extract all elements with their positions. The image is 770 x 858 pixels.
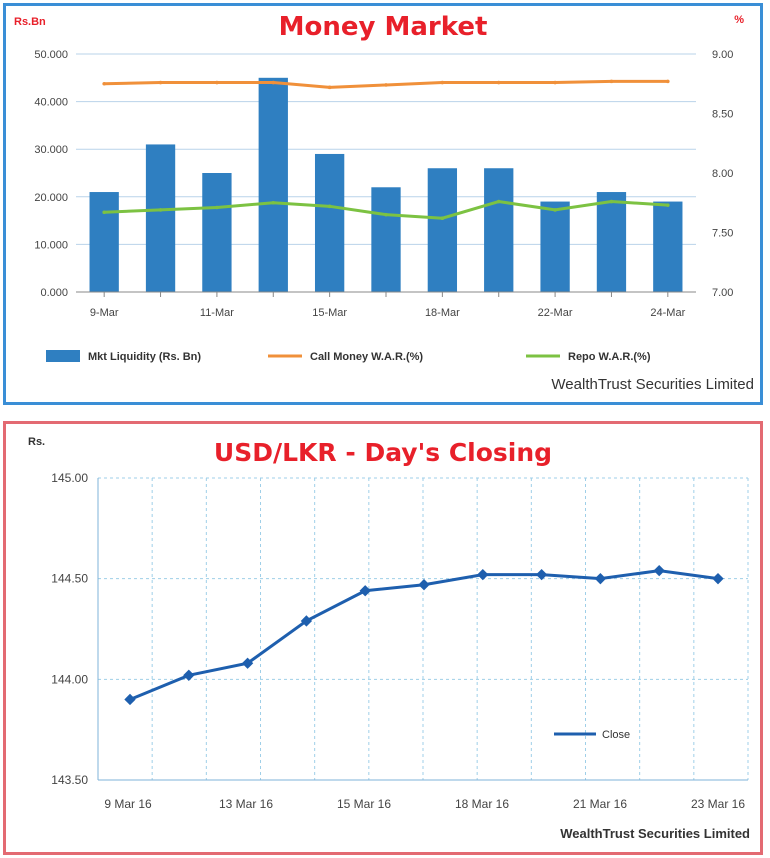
close-point [418,579,430,591]
repo-point [440,216,445,221]
left-tick-label: 10.000 [34,239,68,251]
repo-point [553,208,557,212]
close-point [124,693,136,706]
right-tick-label: 7.00 [712,287,733,299]
x-tick-label: 22-Mar [538,307,573,319]
x-tick-label: 11-Mar [200,307,234,319]
money-market-title: Money Market [278,12,488,42]
call-money-point [384,83,388,87]
x-tick-label: 24-Mar [650,307,685,319]
legend-label: Mkt Liquidity (Rs. Bn) [88,351,201,363]
right-tick-label: 7.50 [712,228,733,240]
repo-point [158,208,163,212]
x-tick-label: 9 Mar 16 [104,797,152,811]
call-money-point [496,80,501,85]
money-market-panel: Money Market Rs.Bn % 0.000 10.000 20.000 30… [3,3,763,405]
left-axis-unit: Rs.Bn [14,16,46,28]
liquidity-bar [371,187,401,292]
close-point [183,669,195,681]
call-money-point [271,80,276,85]
usd-lkr-credit: WealthTrust Securities Limited [560,826,750,841]
money-market-credit: WealthTrust Securities Limited [551,376,754,393]
close-point [359,585,371,597]
left-tick-label: 40.000 [34,97,68,109]
x-tick-label: 18-Mar [425,307,460,319]
right-tick-label: 8.00 [712,168,733,180]
repo-point [215,205,219,210]
x-tick-label: 9-Mar [90,307,119,319]
right-tick-label: 8.50 [712,109,733,121]
legend-swatch-liquidity [46,350,80,362]
left-tick-label: 20.000 [34,192,68,204]
repo-point [271,200,276,205]
liquidity-bar [427,168,458,292]
right-axis-unit: % [734,14,744,26]
liquidity-bar [202,173,232,292]
liquidity-bar [653,201,683,292]
y-tick-label: 144.00 [51,672,88,686]
liquidity-bar [145,144,176,292]
usd-lkr-title: USD/LKR - Day's Closing [213,438,553,467]
call-money-point [327,85,332,90]
repo-point [384,212,388,217]
repo-point [102,210,106,215]
legend-label: Close [602,729,630,741]
right-tick-label: 9.00 [712,49,733,61]
left-tick-label: 50.000 [34,49,68,61]
fx-axis-unit: Rs. [28,436,46,448]
close-point [653,564,665,577]
liquidity-bar [258,77,288,292]
call-money-point [609,79,614,84]
x-tick-label: 23 Mar 16 [691,797,745,811]
repo-point [327,204,332,209]
left-tick-label: 30.000 [34,144,68,156]
left-tick-label: 0.000 [40,287,68,299]
close-point [712,573,724,585]
x-tick-label: 18 Mar 16 [455,797,509,811]
x-tick-label: 15 Mar 16 [337,797,391,811]
legend-label: Repo W.A.R.(%) [568,351,651,363]
x-tick-label: 13 Mar 16 [219,797,273,811]
call-money-point [102,81,106,86]
call-money-point [215,80,219,85]
call-money-point [158,80,163,85]
liquidity-bar [540,201,570,292]
legend-label: Call Money W.A.R.(%) [310,351,423,363]
usd-lkr-chart: 143.50 144.00 144.50 145.00 9 Mar 16 13 Mar 1… [51,471,749,811]
liquidity-bar [596,192,627,292]
x-tick-label: 21 Mar 16 [573,797,627,811]
liquidity-bar [484,168,514,292]
usd-lkr-panel: USD/LKR - Day's Closing Rs. 143.50 144.00… [3,421,763,855]
repo-point [496,199,501,204]
y-tick-label: 145.00 [51,471,88,485]
call-money-point [553,80,557,85]
y-tick-label: 143.50 [51,773,88,787]
liquidity-bar [89,192,119,292]
close-point [594,573,607,585]
repo-point [609,199,614,204]
liquidity-bar [314,153,345,292]
x-tick-label: 15-Mar [312,307,347,319]
call-money-point [440,80,445,85]
repo-point [666,203,670,207]
y-tick-label: 144.50 [51,572,88,586]
call-money-point [666,79,670,84]
money-market-chart: 0.000 10.000 20.000 30.000 40.000 50.000 7.00 7… [34,49,733,363]
